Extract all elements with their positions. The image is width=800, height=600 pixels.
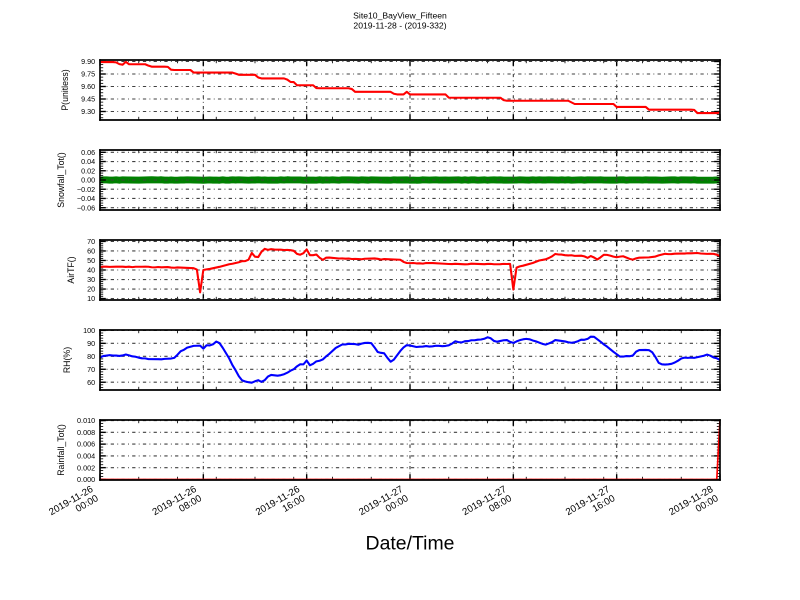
svg-text:9.45: 9.45: [81, 95, 95, 104]
svg-text:10: 10: [87, 294, 95, 303]
svg-text:40: 40: [87, 266, 95, 275]
svg-text:Rainfall_Tot(): Rainfall_Tot(): [56, 424, 66, 476]
svg-text:0.02: 0.02: [81, 166, 95, 175]
svg-text:9.60: 9.60: [81, 82, 95, 91]
svg-text:Date/Time: Date/Time: [366, 532, 455, 554]
svg-text:Site10_BayView_Fifteen: Site10_BayView_Fifteen: [353, 11, 447, 21]
svg-text:0.008: 0.008: [77, 428, 95, 437]
svg-text:0.000: 0.000: [77, 475, 95, 484]
svg-text:9.75: 9.75: [81, 70, 95, 79]
svg-text:−0.02: −0.02: [77, 185, 95, 194]
svg-text:60: 60: [87, 378, 95, 387]
svg-text:0.004: 0.004: [77, 451, 95, 460]
svg-text:0.006: 0.006: [77, 440, 95, 449]
svg-text:P(unitless): P(unitless): [60, 69, 70, 110]
svg-text:−0.04: −0.04: [77, 194, 95, 203]
svg-text:70: 70: [87, 365, 95, 374]
svg-text:0.002: 0.002: [77, 463, 95, 472]
svg-text:30: 30: [87, 275, 95, 284]
svg-text:50: 50: [87, 256, 95, 265]
svg-text:9.30: 9.30: [81, 107, 95, 116]
svg-text:−0.06: −0.06: [77, 203, 95, 212]
svg-text:0.04: 0.04: [81, 157, 95, 166]
svg-text:9.90: 9.90: [81, 57, 95, 66]
svg-text:20: 20: [87, 285, 95, 294]
svg-text:100: 100: [83, 326, 95, 335]
svg-text:0.010: 0.010: [77, 416, 95, 425]
svg-text:2019-11-28 - (2019-332): 2019-11-28 - (2019-332): [353, 20, 446, 30]
svg-text:80: 80: [87, 352, 95, 361]
svg-text:0.00: 0.00: [81, 176, 95, 185]
svg-text:Snowfall_Tot(): Snowfall_Tot(): [56, 152, 66, 208]
svg-text:60: 60: [87, 247, 95, 256]
svg-text:RH(%): RH(%): [62, 347, 72, 373]
svg-text:70: 70: [87, 237, 95, 246]
svg-text:0.06: 0.06: [81, 148, 95, 157]
svg-text:90: 90: [87, 339, 95, 348]
svg-text:AirTF(): AirTF(): [66, 256, 76, 283]
